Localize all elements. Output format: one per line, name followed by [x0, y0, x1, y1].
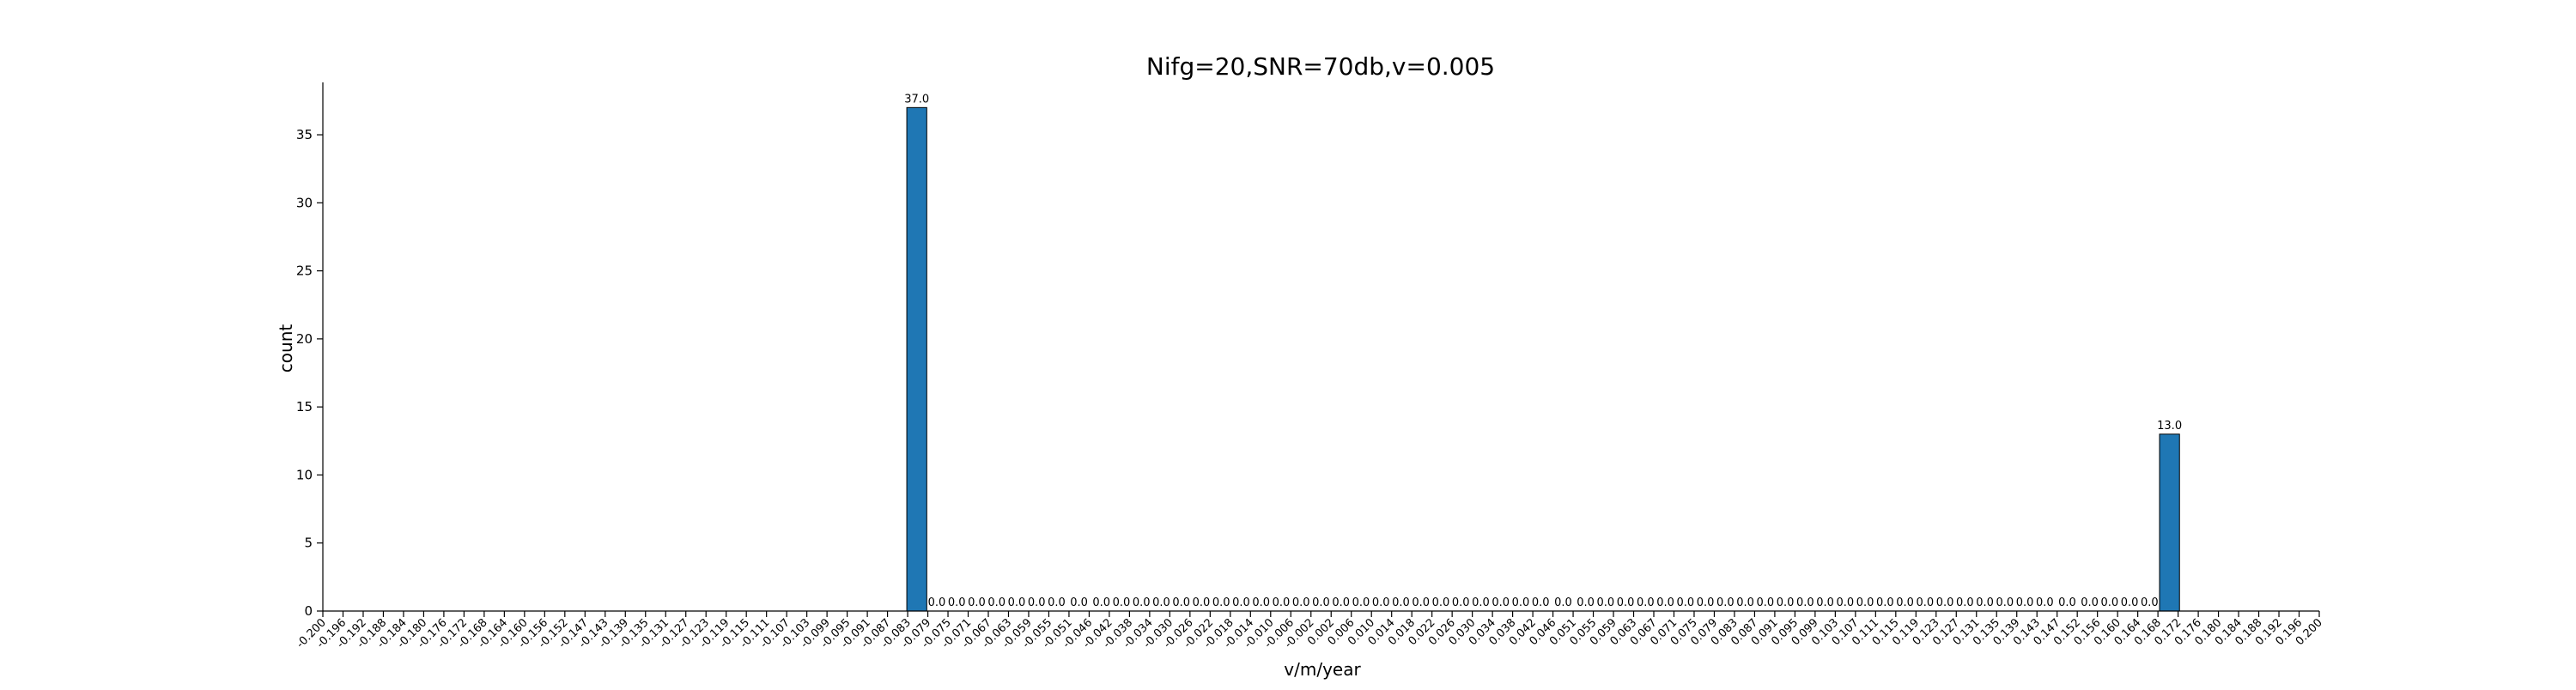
- bar-value-labels: 37.00.0 0.0 0.0 0.0 0.0 0.0 0.0 0.0 0.0 0.0 0.0 0.0…: [904, 93, 2182, 609]
- y-tick-label: 20: [296, 331, 313, 347]
- histogram-bar: [2159, 433, 2180, 612]
- y-tick-label: 0: [304, 603, 313, 619]
- bar-value-label: 0.0: [1716, 596, 1735, 609]
- bar-value-label: 0.0: [1133, 596, 1151, 609]
- bar-value-label: 0.0: [1936, 596, 1954, 609]
- bar-value-label: 0.0: [1048, 596, 1066, 609]
- bar-value-label: 0.0: [1697, 596, 1715, 609]
- y-tick-label: 25: [296, 263, 313, 279]
- bar-value-label: 0.0: [1152, 596, 1170, 609]
- bar-value-label: 0.0: [1252, 596, 1270, 609]
- bar-value-label: 0.0: [1113, 596, 1131, 609]
- bar-value-label: 0.0: [1617, 596, 1635, 609]
- bar-value-label: 0.0: [1472, 596, 1490, 609]
- x-axis-ticks: -0.200-0.196-0.192-0.188-0.184-0.180-0.1…: [295, 611, 2325, 651]
- bar-series: [906, 106, 2180, 612]
- bar-value-label: 0.0: [1172, 596, 1190, 609]
- bar-value-label: 0.0: [1956, 596, 1974, 609]
- y-axis-label: count: [276, 324, 296, 373]
- bar-value-label: 0.0: [1816, 596, 1834, 609]
- bar-value-label: 0.0: [1916, 596, 1934, 609]
- y-tick-label: 15: [296, 399, 313, 415]
- bar-value-label: 0.0: [1432, 596, 1450, 609]
- bar-value-label: 0.0: [1996, 596, 2014, 609]
- x-axis-label: v/m/year: [1284, 659, 1361, 680]
- bar-value-label: 0.0: [968, 596, 986, 609]
- bar-value-label: 0.0: [1232, 596, 1250, 609]
- bar-value-label: 0.0: [1212, 596, 1230, 609]
- bar-value-label: 0.0: [987, 596, 1005, 609]
- bar-value-label: 0.0: [1756, 596, 1774, 609]
- bar-value-label: 13.0: [2157, 420, 2182, 433]
- bar-value-label: 0.0: [1676, 596, 1694, 609]
- bar-value-label: 0.0: [1392, 596, 1410, 609]
- bar-value-label: 0.0: [1092, 596, 1110, 609]
- bar-value-label: 0.0: [1292, 596, 1310, 609]
- bar-value-label: 0.0: [1656, 596, 1674, 609]
- bar-value-label: 37.0: [904, 93, 929, 106]
- bar-value-label: 0.0: [1372, 596, 1390, 609]
- bar-value-label: 0.0: [2036, 596, 2054, 609]
- y-tick-label: 30: [296, 195, 313, 210]
- bar-value-label: 0.0: [1028, 596, 1046, 609]
- bar-value-label: 0.0: [1070, 596, 1088, 609]
- bar-value-label: 0.0: [2081, 596, 2099, 609]
- bar-value-label: 0.0: [928, 596, 946, 609]
- y-tick-label: 5: [304, 536, 313, 551]
- bar-value-label: 0.0: [1008, 596, 1026, 609]
- bar-value-label: 0.0: [2141, 596, 2159, 609]
- bar-value-label: 0.0: [1577, 596, 1595, 609]
- bar-value-label: 0.0: [1332, 596, 1350, 609]
- bar-value-label: 0.0: [2058, 596, 2076, 609]
- bar-value-label: 0.0: [1796, 596, 1814, 609]
- bar-value-label: 0.0: [1777, 596, 1795, 609]
- chart-title: Nifg=20,SNR=70db,v=0.005: [1146, 52, 1495, 81]
- bar-value-label: 0.0: [1532, 596, 1550, 609]
- histogram-bar: [906, 106, 927, 612]
- bar-value-label: 0.0: [1452, 596, 1470, 609]
- bar-value-label: 0.0: [1976, 596, 1994, 609]
- bar-value-label: 0.0: [1512, 596, 1530, 609]
- bar-value-label: 0.0: [1637, 596, 1655, 609]
- bar-value-label: 0.0: [2101, 596, 2119, 609]
- bar-value-label: 0.0: [1352, 596, 1370, 609]
- bar-value-label: 0.0: [1596, 596, 1614, 609]
- bar-value-label: 0.0: [1193, 596, 1211, 609]
- bar-value-label: 0.0: [1554, 596, 1572, 609]
- y-tick-label: 10: [296, 467, 313, 482]
- bar-value-label: 0.0: [1273, 596, 1291, 609]
- bar-value-label: 0.0: [1736, 596, 1754, 609]
- bar-value-label: 0.0: [2016, 596, 2034, 609]
- bar-value-label: 0.0: [1856, 596, 1874, 609]
- y-tick-label: 35: [296, 127, 313, 142]
- y-axis-ticks: 0 5 10 15 20 25 30 35: [296, 127, 323, 619]
- bar-value-label: 0.0: [1312, 596, 1330, 609]
- bar-value-label: 0.0: [1836, 596, 1854, 609]
- bar-value-label: 0.0: [948, 596, 966, 609]
- bar-value-label: 0.0: [1412, 596, 1430, 609]
- bar-value-label: 0.0: [2121, 596, 2139, 609]
- bar-value-label: 0.0: [1876, 596, 1894, 609]
- bar-value-label: 0.0: [1492, 596, 1510, 609]
- bar-value-label: 0.0: [1896, 596, 1914, 609]
